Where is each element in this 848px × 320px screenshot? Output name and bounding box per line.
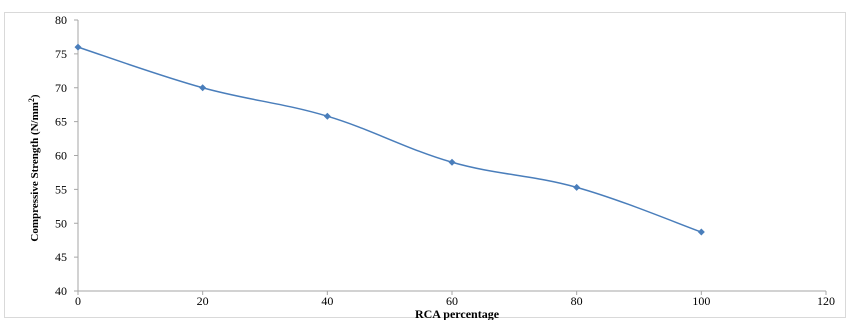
series-line bbox=[77, 46, 702, 233]
x-axis-title: RCA percentage bbox=[415, 307, 500, 320]
x-tick-label: 60 bbox=[446, 294, 458, 308]
data-markers bbox=[74, 43, 705, 236]
y-axis-title: Compressive Strength (N/mm2) bbox=[27, 94, 41, 242]
x-tick-labels: 0 20 40 60 80 100 120 bbox=[75, 294, 835, 308]
x-tick-marks bbox=[77, 291, 827, 295]
y-tick-label: 45 bbox=[55, 250, 67, 264]
y-tick-labels: 40 45 50 55 60 65 70 75 80 bbox=[55, 13, 67, 298]
y-tick-label: 75 bbox=[55, 47, 67, 61]
data-point-marker bbox=[323, 112, 331, 120]
data-point-marker bbox=[573, 183, 581, 191]
x-tick-label: 20 bbox=[197, 294, 209, 308]
data-point-marker bbox=[448, 158, 456, 166]
y-tick-label: 70 bbox=[55, 81, 67, 95]
data-point-marker bbox=[199, 84, 207, 92]
y-tick-label: 80 bbox=[55, 13, 67, 27]
y-tick-label: 65 bbox=[55, 115, 67, 129]
data-point-marker bbox=[74, 43, 82, 51]
chart-frame bbox=[4, 12, 846, 318]
data-point-marker bbox=[697, 228, 705, 236]
y-tick-label: 50 bbox=[55, 216, 67, 230]
y-tick-label: 40 bbox=[55, 284, 67, 298]
x-tick-label: 40 bbox=[321, 294, 333, 308]
y-tick-marks bbox=[74, 19, 78, 292]
x-tick-label: 100 bbox=[692, 294, 710, 308]
x-tick-label: 120 bbox=[817, 294, 835, 308]
x-tick-label: 0 bbox=[75, 294, 81, 308]
y-tick-label: 60 bbox=[55, 149, 67, 163]
y-tick-label: 55 bbox=[55, 182, 67, 196]
x-tick-label: 80 bbox=[571, 294, 583, 308]
